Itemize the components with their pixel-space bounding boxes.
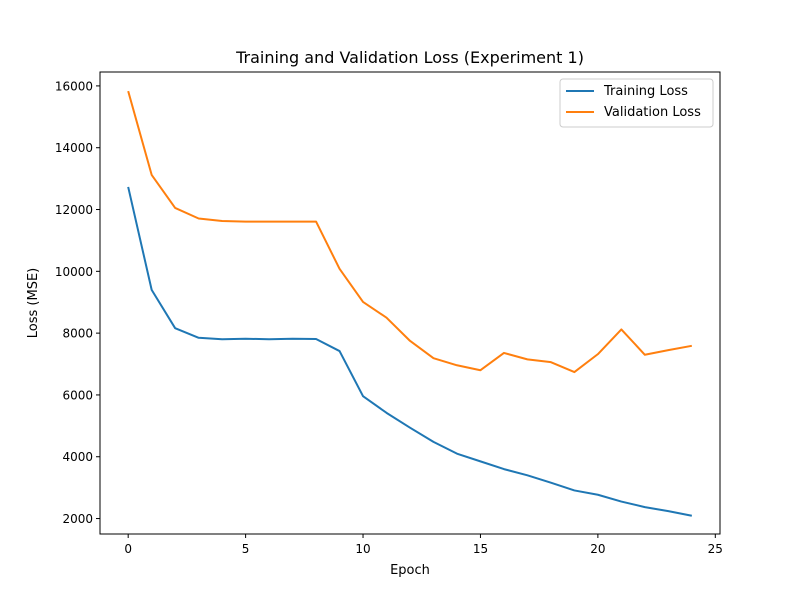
legend-label-training-loss: Training Loss	[603, 84, 688, 99]
legend: Training Loss Validation Loss	[559, 78, 714, 128]
x-tick-label: 15	[473, 542, 488, 556]
y-tick-label: 16000	[55, 79, 93, 93]
x-tick-label: 20	[590, 542, 605, 556]
y-tick-label: 6000	[62, 388, 93, 402]
plot-area-frame	[99, 71, 721, 535]
y-tick-label: 8000	[62, 327, 93, 341]
x-tick-label: 10	[355, 542, 370, 556]
y-tick-label: 2000	[62, 512, 93, 526]
x-axis-label: Epoch	[390, 563, 430, 578]
x-tick-label: 5	[242, 542, 250, 556]
x-axis-ticks: 0 5 10 15 20 25	[124, 534, 723, 556]
series-lines	[127, 90, 693, 517]
legend-label-validation-loss: Validation Loss	[604, 105, 701, 120]
chart-title: Training and Validation Loss (Experiment…	[235, 48, 584, 67]
y-tick-label: 4000	[62, 450, 93, 464]
x-tick-label: 25	[708, 542, 723, 556]
y-tick-label: 10000	[55, 265, 93, 279]
series-line-validation-loss	[127, 90, 693, 374]
y-axis-ticks: 2000 4000 6000 8000 10000 12000 14000 16000	[55, 79, 100, 526]
y-tick-label: 14000	[55, 141, 93, 155]
y-tick-label: 12000	[55, 203, 93, 217]
legend-box	[559, 78, 714, 128]
y-axis-label: Loss (MSE)	[26, 268, 41, 338]
x-tick-label: 0	[124, 542, 132, 556]
series-line-training-loss	[127, 186, 693, 517]
